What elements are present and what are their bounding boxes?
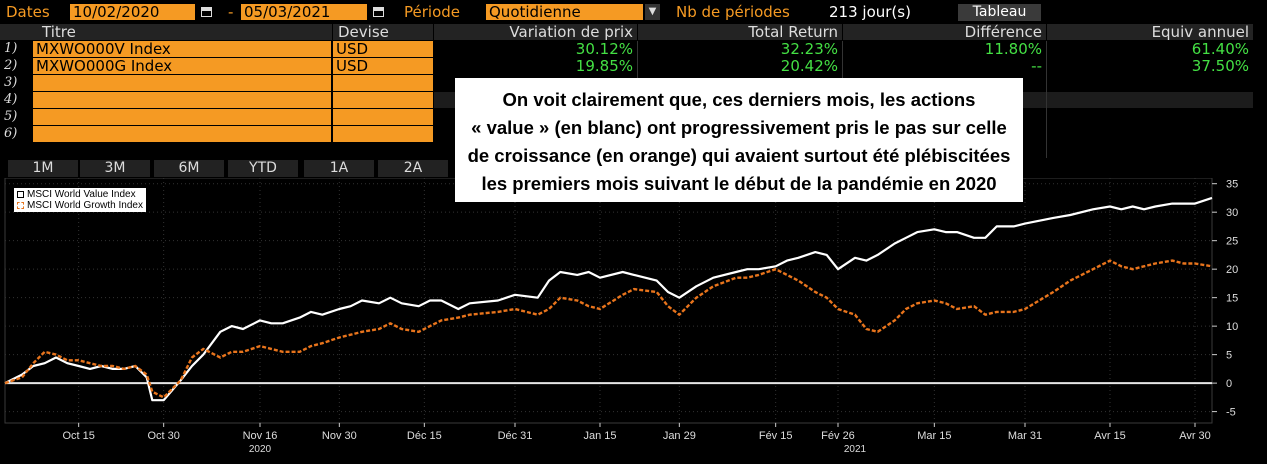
legend-swatch-growth: [17, 202, 24, 209]
legend-label-value: MSCI World Value Index: [27, 189, 136, 200]
legend-swatch-value: [17, 191, 24, 198]
period-select[interactable]: Quotidienne: [486, 4, 643, 20]
row-number: 3): [4, 75, 18, 90]
row-number: 5): [4, 109, 18, 124]
series-line-growth: [4, 259, 1213, 399]
y-tick-label: 35: [1226, 179, 1238, 191]
annotation-line: de croissance (en orange) qui avaient su…: [467, 145, 1011, 166]
nb-periods-value: 213 jour(s): [829, 3, 911, 21]
currency-cell[interactable]: [333, 109, 433, 125]
header-bar: Dates 10/02/2020 - 05/03/2021 Période Qu…: [0, 0, 1267, 23]
column-header-title[interactable]: Titre: [0, 24, 332, 40]
row-number: 1): [4, 41, 18, 56]
range-1m-button[interactable]: 1M: [8, 160, 78, 177]
calendar-icon[interactable]: [201, 7, 212, 17]
price-change-cell: 19.85%: [575, 57, 633, 75]
legend-label-growth: MSCI World Growth Index: [27, 200, 143, 211]
ticker-cell[interactable]: MXWO000V Index: [33, 41, 331, 57]
x-tick-label: Oct 30: [147, 430, 179, 442]
y-tick-label: 20: [1226, 264, 1238, 276]
x-tick-label: Fév 26: [821, 430, 855, 442]
column-header-difference[interactable]: Différence: [843, 24, 1046, 40]
column-header-price-change[interactable]: Variation de prix: [434, 24, 637, 40]
x-tick-label: Oct 15: [62, 430, 94, 442]
column-header-annual[interactable]: Equiv annuel: [1047, 24, 1253, 40]
ticker-cell[interactable]: [33, 109, 331, 125]
period-label: Période: [404, 3, 461, 21]
annotation-line: On voit clairement que, ces derniers moi…: [502, 89, 976, 110]
annual-cell: 61.40%: [1191, 40, 1249, 58]
x-tick-label: Avr 15: [1094, 430, 1126, 442]
x-tick-label: Déc 15: [407, 430, 442, 442]
ticker-cell[interactable]: [33, 75, 331, 91]
annotation-line: « value » (en blanc) ont progressivement…: [471, 117, 1007, 138]
total-return-cell: 32.23%: [780, 40, 838, 58]
row-number: 2): [4, 58, 18, 73]
dates-label: Dates: [6, 3, 50, 21]
x-tick-label: Nov 16: [243, 430, 278, 442]
column-header-currency[interactable]: Devise: [333, 24, 433, 40]
x-tick-label: Mar 15: [917, 430, 951, 442]
chart-legend: MSCI World Value Index MSCI World Growth…: [14, 188, 146, 212]
x-tick-label: Jan 29: [663, 430, 696, 442]
difference-cell: 11.80%: [984, 40, 1042, 58]
range-2a-button[interactable]: 2A: [378, 160, 448, 177]
currency-cell[interactable]: [333, 75, 433, 91]
range-3m-button[interactable]: 3M: [80, 160, 150, 177]
x-tick-label: Jan 15: [583, 430, 616, 442]
x-year-label: 2021: [844, 444, 867, 455]
x-year-label: 2020: [249, 444, 272, 455]
series-line-value: [4, 196, 1213, 402]
table-button[interactable]: Tableau: [958, 4, 1041, 21]
total-return-cell: 20.42%: [780, 57, 838, 75]
ticker-cell[interactable]: MXWO000G Index: [33, 58, 331, 74]
row-number: 6): [4, 126, 18, 141]
range-1a-button[interactable]: 1A: [304, 160, 374, 177]
annotation-box: On voit clairement que, ces derniers moi…: [455, 78, 1023, 202]
currency-cell[interactable]: USD: [333, 41, 433, 57]
range-ytd-button[interactable]: YTD: [228, 160, 298, 177]
start-date-field[interactable]: 10/02/2020: [70, 4, 195, 20]
y-tick-label: 15: [1226, 293, 1238, 305]
column-divider: [1046, 41, 1047, 158]
legend-entry-value: MSCI World Value Index: [17, 189, 143, 200]
x-tick-label: Nov 30: [322, 430, 357, 442]
x-tick-label: Fév 15: [759, 430, 793, 442]
date-separator: -: [228, 3, 234, 21]
legend-entry-growth: MSCI World Growth Index: [17, 200, 143, 211]
y-tick-label: -5: [1226, 407, 1236, 419]
annual-cell: 37.50%: [1191, 57, 1249, 75]
y-tick-label: 25: [1226, 236, 1238, 248]
plot-frame: [4, 178, 1213, 424]
nb-periods-label: Nb de périodes: [676, 3, 790, 21]
row-number: 4): [4, 92, 18, 107]
range-6m-button[interactable]: 6M: [154, 160, 224, 177]
y-tick-label: 10: [1226, 321, 1238, 333]
y-tick-label: 0: [1226, 378, 1232, 390]
column-header-total-return[interactable]: Total Return: [638, 24, 842, 40]
x-tick-label: Avr 30: [1179, 430, 1211, 442]
currency-cell[interactable]: USD: [333, 58, 433, 74]
end-date-field[interactable]: 05/03/2021: [241, 4, 367, 20]
difference-cell: --: [1031, 57, 1042, 75]
ticker-cell[interactable]: [33, 92, 331, 108]
currency-cell[interactable]: [333, 92, 433, 108]
y-tick-label: 30: [1226, 207, 1238, 219]
currency-cell[interactable]: [333, 126, 433, 142]
chevron-down-icon[interactable]: ▼: [645, 4, 660, 20]
ticker-cell[interactable]: [33, 126, 331, 142]
y-tick-label: 5: [1226, 350, 1232, 362]
x-tick-label: Mar 31: [1008, 430, 1042, 442]
x-tick-label: Déc 31: [498, 430, 533, 442]
price-change-cell: 30.12%: [575, 40, 633, 58]
performance-chart: -5 0 5 10 15 20 25 30 35 Oct 15 Oct 30 Nov 16 Nov 30…: [4, 178, 1238, 455]
annotation-line: les premiers mois suivant le début de la…: [481, 173, 997, 194]
calendar-icon[interactable]: [373, 7, 384, 17]
